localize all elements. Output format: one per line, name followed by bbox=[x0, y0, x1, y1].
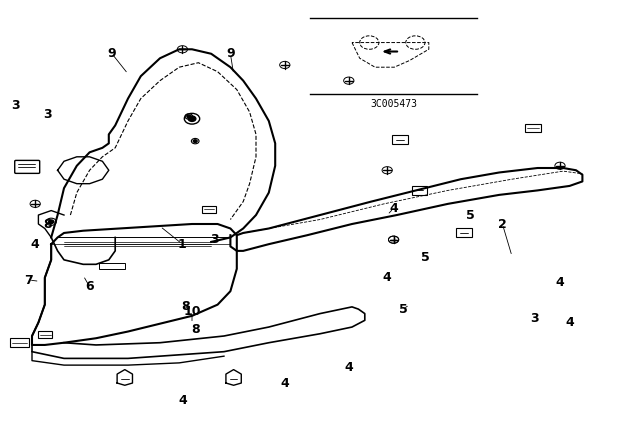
Text: 5: 5 bbox=[399, 302, 408, 316]
FancyBboxPatch shape bbox=[412, 186, 427, 195]
Text: 6: 6 bbox=[85, 280, 94, 293]
Text: 5: 5 bbox=[421, 251, 430, 264]
Text: 4: 4 bbox=[565, 316, 574, 329]
Text: 3: 3 bbox=[12, 99, 20, 112]
Text: 4: 4 bbox=[280, 376, 289, 390]
FancyBboxPatch shape bbox=[10, 338, 29, 347]
FancyBboxPatch shape bbox=[392, 135, 408, 144]
Text: 9: 9 bbox=[226, 47, 235, 60]
FancyBboxPatch shape bbox=[525, 124, 541, 132]
Text: 3: 3 bbox=[530, 311, 539, 325]
FancyBboxPatch shape bbox=[202, 206, 216, 213]
Text: 4: 4 bbox=[389, 202, 398, 215]
FancyBboxPatch shape bbox=[99, 263, 125, 269]
Text: 1: 1 bbox=[178, 237, 187, 251]
Circle shape bbox=[49, 220, 54, 224]
Text: 4: 4 bbox=[383, 271, 392, 284]
FancyBboxPatch shape bbox=[456, 228, 472, 237]
Text: 3C005473: 3C005473 bbox=[370, 99, 417, 108]
Circle shape bbox=[193, 140, 197, 142]
Text: 4: 4 bbox=[178, 394, 187, 408]
Text: 8: 8 bbox=[44, 217, 52, 231]
FancyBboxPatch shape bbox=[38, 331, 52, 338]
Text: 9: 9 bbox=[108, 47, 116, 60]
Text: 4: 4 bbox=[556, 276, 564, 289]
Text: 2: 2 bbox=[498, 217, 507, 231]
Text: 7: 7 bbox=[24, 273, 33, 287]
Text: 3: 3 bbox=[44, 108, 52, 121]
FancyBboxPatch shape bbox=[15, 160, 40, 173]
Text: 8: 8 bbox=[181, 300, 190, 314]
Text: 5: 5 bbox=[466, 208, 475, 222]
Text: 4: 4 bbox=[344, 361, 353, 374]
Text: 10: 10 bbox=[183, 305, 201, 318]
Text: 8: 8 bbox=[191, 323, 200, 336]
Text: 3: 3 bbox=[210, 233, 219, 246]
Text: 4: 4 bbox=[31, 237, 40, 251]
Circle shape bbox=[187, 115, 191, 118]
Circle shape bbox=[188, 116, 196, 121]
